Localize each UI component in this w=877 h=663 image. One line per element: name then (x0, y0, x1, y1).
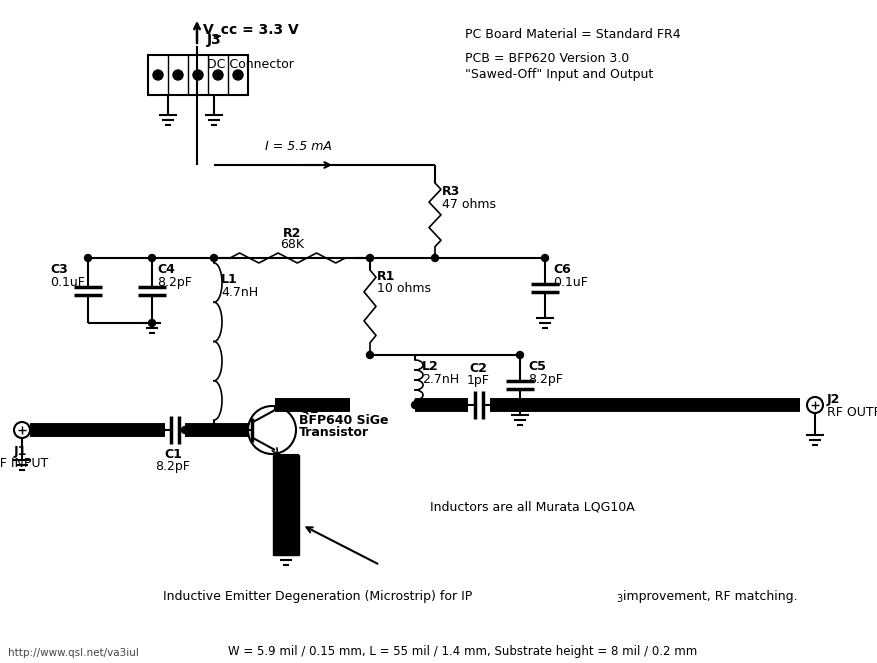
Text: C3: C3 (50, 263, 68, 276)
Text: J1: J1 (13, 445, 26, 458)
Circle shape (84, 255, 91, 261)
Text: 4.7nH: 4.7nH (221, 286, 258, 299)
Text: 0.1uF: 0.1uF (50, 276, 85, 289)
Text: 47 ohms: 47 ohms (442, 198, 496, 211)
Text: V_cc = 3.3 V: V_cc = 3.3 V (203, 23, 299, 37)
Circle shape (210, 255, 217, 261)
Text: Inductive Emitter Degeneration (Microstrip) for IP: Inductive Emitter Degeneration (Microstr… (163, 590, 472, 603)
Text: http://www.qsl.net/va3iul: http://www.qsl.net/va3iul (8, 648, 139, 658)
Circle shape (541, 255, 548, 261)
Text: R2: R2 (283, 227, 302, 240)
Text: 10 ohms: 10 ohms (377, 282, 431, 295)
Bar (273, 455, 299, 555)
Text: RF OUTPUT: RF OUTPUT (827, 406, 877, 420)
Text: Transistor: Transistor (299, 426, 369, 439)
Text: C2: C2 (469, 362, 487, 375)
Text: improvement, RF matching.: improvement, RF matching. (619, 590, 797, 603)
Circle shape (233, 70, 243, 80)
Circle shape (367, 255, 374, 261)
Circle shape (431, 255, 438, 261)
Text: RF INPUT: RF INPUT (0, 457, 48, 470)
Text: 3: 3 (616, 594, 622, 604)
Text: 8.2pF: 8.2pF (157, 276, 192, 289)
Text: I = 5.5 mA: I = 5.5 mA (265, 140, 332, 153)
Circle shape (148, 255, 155, 261)
Circle shape (367, 351, 374, 359)
Text: DC Connector: DC Connector (207, 58, 294, 71)
Text: C1: C1 (164, 448, 182, 461)
Text: 2.7nH: 2.7nH (422, 373, 460, 386)
Text: L2: L2 (422, 360, 438, 373)
Text: BFP640 SiGe: BFP640 SiGe (299, 414, 389, 427)
Text: C4: C4 (157, 263, 175, 276)
Text: 1pF: 1pF (467, 374, 489, 387)
Text: Q1: Q1 (299, 402, 318, 415)
Circle shape (153, 70, 163, 80)
Text: Inductors are all Murata LQG10A: Inductors are all Murata LQG10A (430, 500, 635, 513)
Text: C6: C6 (553, 263, 571, 276)
Text: C5: C5 (528, 360, 545, 373)
Text: L1: L1 (221, 273, 238, 286)
Circle shape (148, 320, 155, 326)
Text: R3: R3 (442, 185, 460, 198)
Text: PC Board Material = Standard FR4: PC Board Material = Standard FR4 (465, 28, 681, 41)
Text: R1: R1 (377, 270, 396, 283)
Text: "Sawed-Off" Input and Output: "Sawed-Off" Input and Output (465, 68, 653, 81)
Circle shape (193, 70, 203, 80)
Circle shape (173, 70, 183, 80)
Text: 0.1uF: 0.1uF (553, 276, 588, 289)
Circle shape (411, 402, 418, 408)
Bar (148, 55, 248, 95)
Text: 8.2pF: 8.2pF (155, 460, 190, 473)
Circle shape (182, 426, 189, 434)
Text: 8.2pF: 8.2pF (528, 373, 563, 386)
Circle shape (213, 70, 223, 80)
Text: 68K: 68K (281, 238, 304, 251)
Circle shape (517, 351, 524, 359)
Text: PCB = BFP620 Version 3.0: PCB = BFP620 Version 3.0 (465, 52, 630, 65)
Text: J3: J3 (207, 33, 222, 47)
Text: J2: J2 (827, 394, 840, 406)
Text: W = 5.9 mil / 0.15 mm, L = 55 mil / 1.4 mm, Substrate height = 8 mil / 0.2 mm: W = 5.9 mil / 0.15 mm, L = 55 mil / 1.4 … (228, 645, 697, 658)
